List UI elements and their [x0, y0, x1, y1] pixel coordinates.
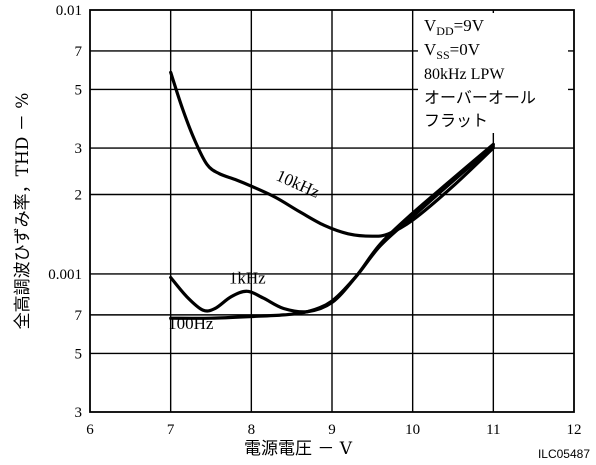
y-tick-label: 5: [75, 82, 83, 98]
condition-annotations: VDD=9V VSS=0V 80kHz LPW オーバーオール フラット: [418, 13, 568, 133]
y-tick-label: 7: [75, 44, 83, 60]
x-tick-label: 12: [567, 422, 582, 438]
series-label-100hz: 100Hz: [168, 314, 214, 333]
annotation-lpw: 80kHz LPW: [424, 66, 505, 83]
y-axis-title: 全高調波ひずみ率，THD － %: [13, 93, 33, 330]
y-tick-label: 3: [75, 141, 83, 157]
annotation-overall: オーバーオール: [424, 90, 536, 107]
annotation-vss: VSS=0V: [424, 40, 481, 62]
x-tick-label: 7: [167, 422, 175, 438]
y-tick-label: 3: [75, 405, 83, 421]
y-tick-label: 5: [75, 346, 83, 362]
y-tick-label: 0.01: [56, 3, 82, 19]
x-tick-label: 11: [486, 422, 500, 438]
y-tick-label: 0.001: [48, 267, 82, 283]
figure-code: ILC05487: [538, 447, 590, 461]
x-axis-title: 電源電圧 － V: [244, 439, 353, 459]
series-label-1khz: 1kHz: [229, 269, 266, 288]
x-tick-label: 10: [405, 422, 420, 438]
y-tick-labels: 0.01 7 5 3 2 0.001 7 5 3: [48, 3, 82, 421]
annotation-flat: フラット: [424, 113, 488, 130]
x-tick-label: 9: [328, 422, 336, 438]
x-tick-label: 8: [248, 422, 256, 438]
x-tick-labels: 6 7 8 9 10 11 12: [86, 422, 581, 438]
series-label-10khz: 10kHz: [273, 166, 323, 202]
series-labels: 10kHz 1kHz 100Hz: [168, 166, 323, 333]
annotation-vdd: VDD=9V: [424, 16, 485, 38]
x-tick-label: 6: [86, 422, 94, 438]
y-tick-label: 7: [75, 308, 83, 324]
y-tick-label: 2: [75, 188, 83, 204]
